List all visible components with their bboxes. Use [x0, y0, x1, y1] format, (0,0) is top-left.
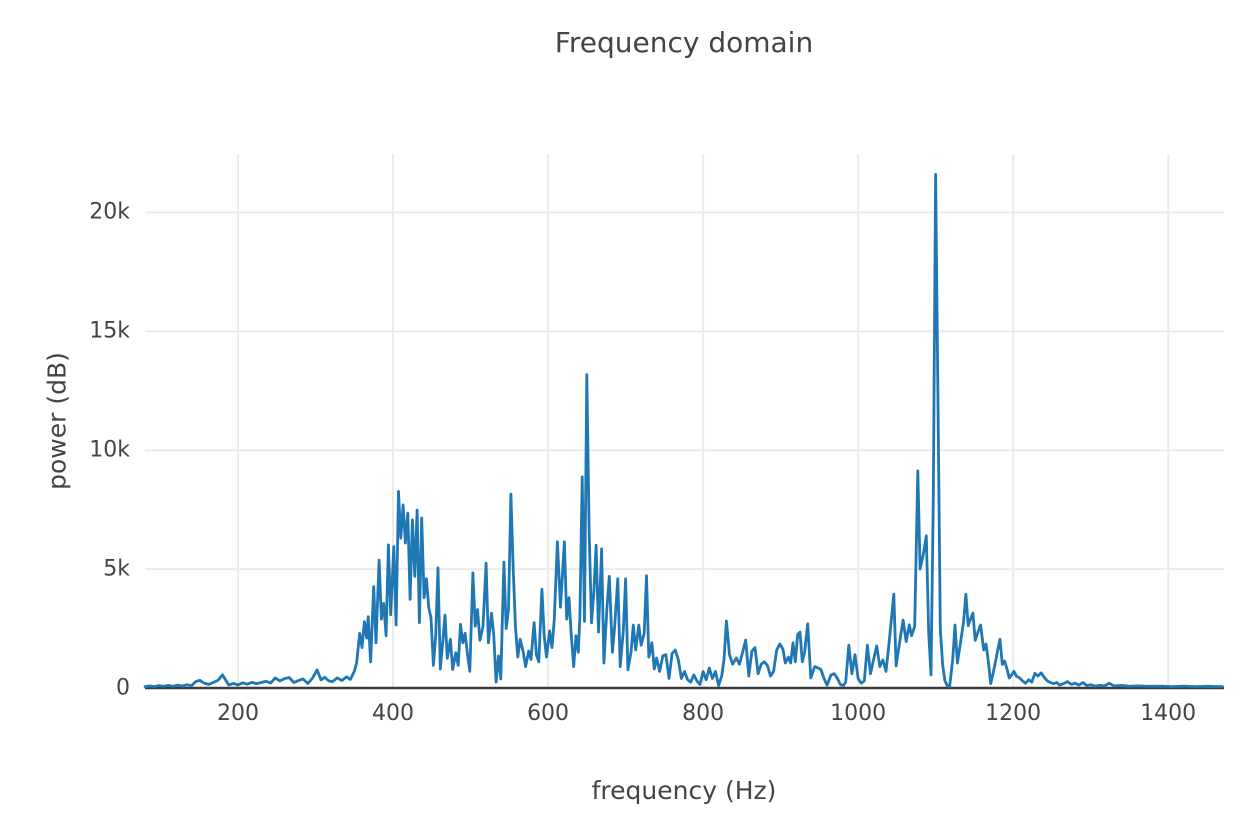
x-axis-title: frequency (Hz) — [591, 776, 777, 805]
y-tick-label: 0 — [116, 675, 130, 701]
spectrum-trace — [143, 173, 1224, 688]
x-tick-label: 1200 — [985, 701, 1042, 726]
x-tick-label: 1400 — [1140, 701, 1197, 726]
x-tick-label: 600 — [527, 701, 570, 726]
x-tick-label: 800 — [682, 701, 725, 726]
x-tick-label: 1000 — [830, 701, 887, 726]
x-tick-label: 400 — [372, 701, 415, 726]
chart-title: Frequency domain — [554, 26, 814, 59]
y-tick-label: 10k — [89, 437, 130, 463]
y-tick-label: 15k — [89, 318, 130, 344]
x-tick-label: 200 — [217, 701, 260, 726]
y-tick-label: 20k — [89, 199, 130, 225]
y-tick-label: 5k — [103, 556, 130, 582]
y-axis-title: power (dB) — [42, 352, 72, 490]
